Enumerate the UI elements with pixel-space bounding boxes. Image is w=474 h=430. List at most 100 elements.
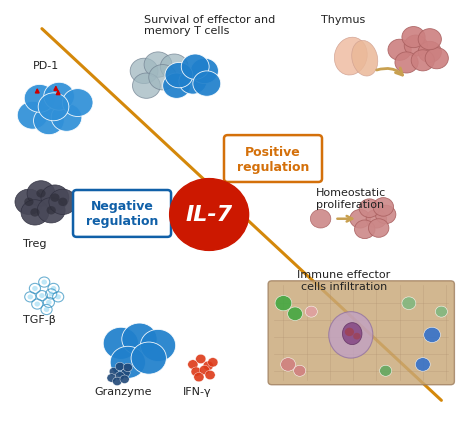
- Circle shape: [208, 358, 218, 367]
- Circle shape: [107, 374, 116, 382]
- Circle shape: [388, 40, 411, 61]
- Circle shape: [359, 200, 380, 218]
- Circle shape: [44, 307, 49, 312]
- Circle shape: [115, 362, 125, 371]
- Circle shape: [17, 102, 48, 130]
- Circle shape: [366, 210, 387, 228]
- Circle shape: [27, 295, 33, 300]
- Circle shape: [170, 179, 248, 251]
- Text: TGF-β: TGF-β: [23, 314, 56, 324]
- Circle shape: [144, 53, 172, 78]
- Circle shape: [411, 51, 434, 72]
- Circle shape: [44, 83, 74, 111]
- Circle shape: [181, 55, 209, 80]
- Circle shape: [395, 53, 418, 74]
- Circle shape: [193, 72, 221, 97]
- Circle shape: [41, 185, 69, 211]
- Circle shape: [294, 366, 306, 376]
- Circle shape: [130, 59, 158, 84]
- Circle shape: [112, 377, 122, 386]
- Circle shape: [58, 198, 67, 206]
- Circle shape: [402, 28, 425, 49]
- Circle shape: [121, 369, 130, 377]
- Circle shape: [120, 375, 129, 384]
- Circle shape: [131, 342, 166, 374]
- Circle shape: [123, 363, 132, 372]
- Circle shape: [368, 219, 389, 238]
- Text: IL-7: IL-7: [185, 205, 233, 225]
- Circle shape: [140, 330, 176, 362]
- Circle shape: [109, 368, 118, 376]
- Ellipse shape: [352, 41, 378, 77]
- Text: PD-1: PD-1: [33, 61, 59, 71]
- Circle shape: [288, 307, 302, 321]
- Circle shape: [188, 360, 198, 369]
- Circle shape: [63, 89, 93, 117]
- Circle shape: [51, 104, 82, 132]
- Circle shape: [203, 361, 213, 371]
- Circle shape: [163, 74, 191, 99]
- Circle shape: [37, 198, 65, 224]
- Circle shape: [36, 190, 46, 198]
- Circle shape: [132, 74, 160, 99]
- Circle shape: [415, 358, 430, 372]
- Circle shape: [46, 300, 52, 305]
- Text: Treg: Treg: [23, 238, 47, 248]
- Circle shape: [122, 323, 157, 355]
- Text: Positive
regulation: Positive regulation: [237, 145, 309, 173]
- Circle shape: [373, 198, 393, 217]
- Text: Homeostatic
proliferation: Homeostatic proliferation: [316, 187, 386, 209]
- Circle shape: [149, 65, 177, 91]
- Circle shape: [435, 307, 447, 317]
- Circle shape: [345, 328, 354, 336]
- Circle shape: [418, 30, 441, 51]
- Circle shape: [49, 190, 77, 215]
- Circle shape: [51, 286, 56, 291]
- Circle shape: [310, 210, 331, 228]
- Circle shape: [110, 347, 146, 378]
- Circle shape: [48, 292, 54, 297]
- Circle shape: [196, 354, 206, 364]
- Circle shape: [50, 194, 60, 203]
- Circle shape: [380, 366, 392, 376]
- Circle shape: [355, 221, 375, 239]
- Circle shape: [375, 206, 396, 224]
- Circle shape: [103, 328, 138, 359]
- FancyBboxPatch shape: [268, 281, 455, 385]
- Circle shape: [115, 372, 125, 380]
- FancyBboxPatch shape: [73, 190, 171, 237]
- Circle shape: [424, 328, 440, 343]
- Circle shape: [404, 36, 428, 57]
- Circle shape: [46, 206, 56, 215]
- Circle shape: [27, 181, 55, 206]
- Circle shape: [191, 367, 201, 376]
- Circle shape: [205, 371, 215, 380]
- Circle shape: [21, 200, 49, 225]
- Circle shape: [281, 358, 295, 372]
- Ellipse shape: [342, 323, 362, 345]
- Circle shape: [165, 63, 193, 89]
- Circle shape: [425, 49, 448, 70]
- Text: IFN-γ: IFN-γ: [183, 386, 212, 396]
- Circle shape: [39, 293, 45, 298]
- Circle shape: [200, 366, 210, 375]
- Circle shape: [30, 209, 39, 217]
- Circle shape: [194, 373, 204, 382]
- Circle shape: [24, 198, 34, 206]
- Circle shape: [34, 108, 64, 135]
- Circle shape: [41, 280, 47, 285]
- Circle shape: [275, 296, 292, 311]
- Ellipse shape: [329, 312, 373, 358]
- Circle shape: [55, 295, 61, 300]
- Text: Thymus: Thymus: [320, 15, 365, 25]
- Circle shape: [160, 55, 188, 80]
- Circle shape: [305, 307, 318, 317]
- Circle shape: [353, 333, 361, 340]
- Circle shape: [38, 94, 69, 121]
- Circle shape: [418, 42, 441, 63]
- Circle shape: [350, 210, 370, 228]
- Circle shape: [402, 297, 416, 310]
- Text: Negative
regulation: Negative regulation: [86, 200, 158, 228]
- Circle shape: [191, 59, 219, 84]
- Circle shape: [15, 190, 43, 215]
